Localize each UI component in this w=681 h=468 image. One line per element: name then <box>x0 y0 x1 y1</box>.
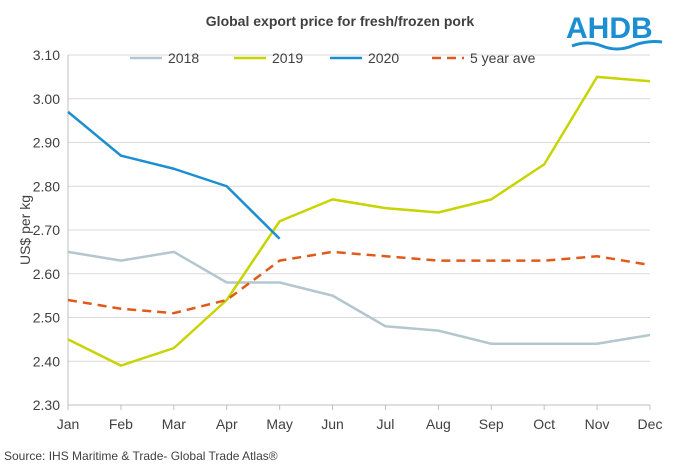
ahdb-logo: AHDB <box>566 12 663 51</box>
series-line-2019 <box>67 75 651 367</box>
logo-text: AHDB <box>566 12 653 45</box>
y-tick-label: 2.90 <box>33 135 60 151</box>
source-note: Source: IHS Maritime & Trade- Global Tra… <box>4 449 278 463</box>
y-axis-label: US$ per kg <box>17 195 33 265</box>
x-tick-label: Aug <box>426 416 451 432</box>
legend-label: 2020 <box>368 50 399 66</box>
legend-label: 2018 <box>168 50 199 66</box>
x-tick-label: Apr <box>216 416 238 432</box>
x-tick-label: Feb <box>109 416 133 432</box>
x-tick-label: Jun <box>321 416 344 432</box>
y-tick-label: 2.30 <box>33 397 60 413</box>
x-tick-label: Sep <box>479 416 504 432</box>
series-line-2018 <box>67 250 651 345</box>
series-line-5-year-ave <box>67 250 651 315</box>
y-tick-label: 3.00 <box>33 91 60 107</box>
y-tick-label: 2.60 <box>33 266 60 282</box>
y-tick-label: 2.40 <box>33 353 60 369</box>
x-tick-label: May <box>266 416 292 432</box>
y-tick-label: 2.80 <box>33 178 60 194</box>
x-tick-label: Mar <box>162 416 186 432</box>
chart-title: Global export price for fresh/frozen por… <box>206 13 475 29</box>
legend-label: 5 year ave <box>470 50 536 66</box>
series-line-2020 <box>67 110 281 240</box>
y-tick-label: 2.70 <box>33 222 60 238</box>
y-tick-label: 3.10 <box>33 47 60 63</box>
y-tick-label: 2.50 <box>33 310 60 326</box>
x-tick-label: Jul <box>377 416 395 432</box>
x-tick-label: Nov <box>585 416 610 432</box>
x-tick-label: Jan <box>57 416 80 432</box>
x-tick-label: Oct <box>533 416 555 432</box>
legend-label: 2019 <box>272 50 303 66</box>
x-tick-label: Dec <box>638 416 663 432</box>
